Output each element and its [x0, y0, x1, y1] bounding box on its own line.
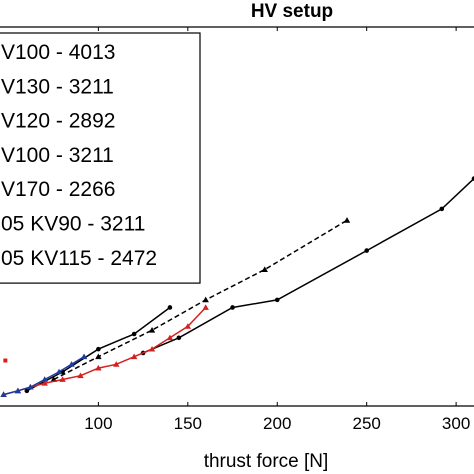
data-point [184, 323, 192, 329]
series-3 [0, 304, 209, 398]
data-point [439, 206, 445, 212]
legend-entry: V170 - 2266 [1, 178, 115, 201]
legend-entry: V100 - 3211 [1, 144, 114, 167]
data-point [95, 364, 102, 371]
data-point [96, 346, 101, 352]
data-point [80, 353, 88, 360]
data-point [95, 353, 102, 360]
data-point [364, 248, 369, 253]
data-point [274, 297, 280, 303]
data-point [202, 304, 209, 310]
series-4 [0, 353, 88, 398]
series-line [53, 219, 348, 381]
chart-title: HV setup [251, 1, 333, 22]
x-tick-label: 250 [352, 414, 380, 433]
data-point [0, 391, 7, 398]
axes: 100 150 200 250 300 [0, 26, 474, 433]
data-point [41, 380, 48, 386]
legend-box [0, 32, 201, 284]
data-point [55, 368, 63, 375]
x-tick-label: 100 [84, 414, 112, 433]
x-tick-label: 200 [263, 414, 291, 433]
legend-entry: V100 - 4013 [1, 41, 115, 64]
legend-entry: 05 KV115 - 2472 [1, 247, 157, 270]
data-point [166, 334, 174, 341]
series-0 [140, 176, 474, 356]
data-point [230, 305, 235, 310]
data-point [3, 358, 8, 363]
data-point [343, 217, 351, 223]
series-line [3, 306, 207, 396]
data-point [14, 387, 22, 394]
data-point [130, 353, 138, 360]
data-point [148, 345, 156, 352]
plot-area [0, 176, 474, 398]
legend-entry: V120 - 2892 [1, 110, 115, 133]
x-tick-label: 150 [174, 414, 202, 433]
data-point [24, 388, 30, 394]
x-axis-label: thrust force [N] [204, 451, 329, 472]
data-point [148, 327, 156, 333]
data-point [471, 176, 474, 181]
legend-entry: V130 - 3211 [1, 75, 114, 98]
data-point [176, 335, 182, 341]
x-tick-label: 300 [442, 414, 470, 433]
legend-entry: 05 KV90 - 3211 [1, 213, 145, 236]
data-point [261, 266, 268, 272]
data-point [167, 305, 173, 310]
data-point [41, 376, 48, 382]
series-1 [50, 217, 351, 382]
data-point [131, 331, 137, 337]
legend: V100 - 4013 V130 - 3211 V120 - 2892 V100 - … [0, 32, 201, 284]
series-5 [3, 358, 8, 363]
data-point [77, 372, 84, 379]
data-point [27, 383, 34, 390]
data-point [68, 361, 75, 367]
data-point [59, 376, 66, 382]
data-point [113, 361, 120, 367]
data-point [202, 296, 209, 303]
